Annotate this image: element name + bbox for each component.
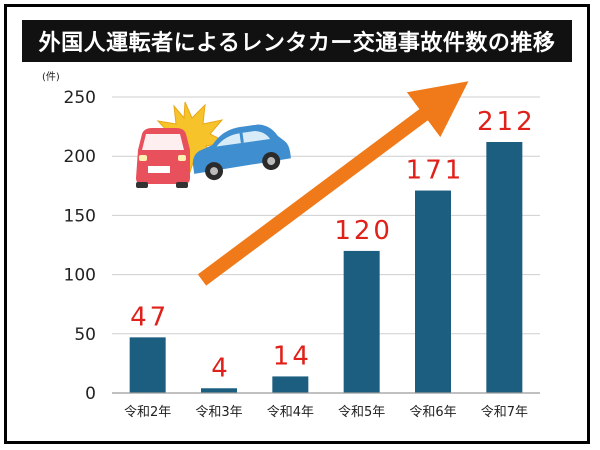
bar [129, 337, 166, 393]
bars [129, 141, 523, 393]
trend-arrow [197, 81, 469, 286]
chart-title: 外国人運転者によるレンタカー交通事故件数の推移 [38, 31, 556, 56]
data-label: 14 [273, 341, 312, 371]
bar [486, 141, 523, 393]
bar [201, 388, 237, 393]
bar [272, 376, 309, 393]
y-tick-label: 250 [64, 88, 96, 108]
blue-car-icon [192, 124, 291, 181]
bar [415, 190, 451, 393]
category-label: 令和7年 [481, 405, 528, 420]
data-labels: 47 4 14 120 171 212 [130, 107, 536, 383]
y-tick-label: 50 [74, 325, 96, 345]
red-car-icon [136, 128, 190, 188]
data-label: 47 [130, 302, 169, 332]
y-tick-label: 150 [64, 206, 96, 226]
data-label: 120 [334, 216, 393, 246]
y-tick-label: 100 [64, 266, 96, 286]
bar [343, 250, 380, 393]
data-label: 212 [477, 107, 536, 137]
car-crash-illustration [136, 101, 291, 188]
data-label: 171 [406, 156, 465, 186]
x-axis-categories: 令和2年 令和3年 令和4年 令和5年 令和6年 令和7年 [124, 405, 528, 420]
y-tick-label: 200 [64, 147, 96, 167]
y-axis-unit: (件) [42, 71, 60, 83]
category-label: 令和6年 [409, 405, 456, 420]
category-label: 令和2年 [124, 405, 171, 420]
category-label: 令和4年 [267, 405, 314, 420]
y-axis-ticks: 0 50 100 150 200 250 [64, 88, 96, 404]
category-label: 令和5年 [338, 405, 385, 420]
data-label: 4 [211, 353, 231, 383]
y-tick-label: 0 [85, 384, 96, 404]
category-label: 令和3年 [195, 405, 242, 420]
title-bar: 外国人運転者によるレンタカー交通事故件数の推移 [22, 20, 572, 62]
